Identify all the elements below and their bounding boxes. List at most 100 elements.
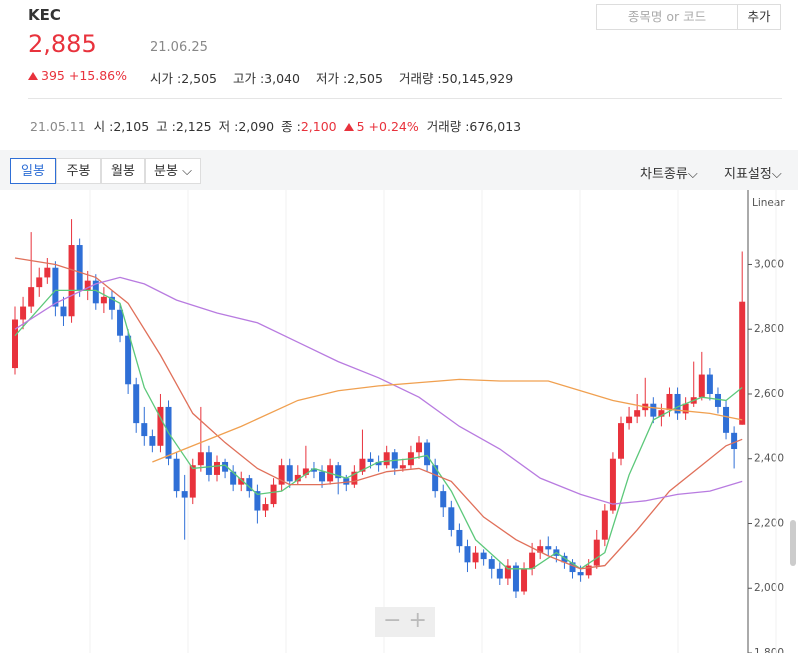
- volume-value: 676,013: [469, 119, 522, 134]
- hover-change: 5 +0.24%: [343, 119, 419, 134]
- moving-average: [152, 378, 743, 463]
- candle-body: [496, 568, 503, 579]
- candle-body: [472, 552, 479, 563]
- candle-body: [68, 245, 75, 317]
- change-pct: +15.86%: [68, 68, 127, 83]
- candle-body: [682, 403, 689, 414]
- candle-body: [36, 277, 43, 288]
- candle-body: [658, 410, 665, 417]
- stat-label: 종 :: [281, 119, 301, 134]
- candle-body: [189, 465, 196, 498]
- change-value: 5: [356, 119, 365, 134]
- candle-body: [173, 458, 180, 492]
- candle-body: [723, 406, 730, 433]
- candle-body: [739, 301, 746, 425]
- candle-body: [92, 280, 99, 304]
- candle-body: [731, 432, 738, 450]
- scrollbar[interactable]: [790, 520, 796, 566]
- stat-label: 저가 :: [315, 71, 348, 86]
- stats: 시가 :2,505 고가 :3,040 저가 :2,505 거래량 :50,145,9…: [150, 68, 529, 87]
- candle-body: [537, 546, 544, 553]
- stat: 시 :2,105: [94, 119, 149, 134]
- candle-body: [157, 406, 164, 446]
- stat-value: 50,145,929: [441, 71, 514, 86]
- candle-body: [577, 572, 584, 576]
- candle-body: [432, 465, 439, 492]
- candle-body: [456, 529, 463, 547]
- candle-body: [262, 504, 269, 511]
- divider: [28, 98, 782, 99]
- candle-body: [650, 403, 657, 417]
- candle-body: [100, 296, 107, 304]
- candle-body: [674, 393, 681, 414]
- tab[interactable]: 주봉: [56, 158, 101, 184]
- stat-label: 거래량 :: [398, 71, 442, 86]
- candle-body: [319, 471, 326, 482]
- candle-body: [222, 461, 229, 472]
- candle-body: [28, 287, 35, 307]
- candle-body: [504, 565, 511, 579]
- search-input[interactable]: 종목명 or 코드: [596, 4, 738, 30]
- menu[interactable]: 차트종류⌵: [640, 167, 698, 182]
- candle-body: [569, 562, 576, 573]
- candle-body: [52, 267, 59, 307]
- candle-body: [618, 423, 624, 459]
- candle-body: [351, 471, 358, 485]
- candle-body: [214, 461, 220, 475]
- arrow: [343, 123, 354, 131]
- candle-body: [181, 491, 188, 498]
- candle-body: [238, 478, 245, 485]
- candle-body: [383, 452, 390, 466]
- price: 2,885: [28, 30, 97, 58]
- candle-body: [593, 539, 600, 566]
- candle-body: [666, 393, 673, 411]
- candle-body: [480, 552, 487, 560]
- candle-body: [60, 306, 67, 317]
- candle-body: [448, 507, 455, 530]
- candle-body: [278, 465, 285, 485]
- stat-value: 2,125: [175, 119, 212, 134]
- zoom-buttons[interactable]: − +: [375, 607, 435, 637]
- y-tick-label: 1,800: [754, 647, 784, 653]
- candle-body: [117, 309, 124, 336]
- date: 21.06.25: [150, 40, 208, 55]
- stat: 저가 :2,505: [316, 71, 383, 86]
- menu[interactable]: 지표설정⌵: [724, 167, 782, 182]
- stat: 종 :2,100: [281, 119, 336, 134]
- stat-value: 3,040: [264, 71, 300, 86]
- candle-body: [230, 471, 237, 485]
- candle-body: [367, 458, 374, 462]
- candle-body: [706, 374, 713, 394]
- tab[interactable]: 분봉 ⌵: [145, 158, 201, 184]
- add-button[interactable]: 추가: [737, 4, 781, 30]
- candle-body: [246, 478, 253, 492]
- candle-body: [149, 436, 156, 446]
- candle-body: [76, 245, 83, 291]
- hover-info: 21.05.11 시 :2,105 고 :2,125 저 :2,090 종 :2,100…: [30, 116, 521, 135]
- stock-name: KEC: [28, 6, 61, 24]
- candle-body: [254, 491, 261, 511]
- candle-body: [84, 280, 91, 291]
- candle-body: [698, 374, 705, 398]
- candle-body: [141, 423, 148, 437]
- stat: 고가 :3,040: [233, 71, 300, 86]
- y-tick-label: 3,000: [754, 258, 784, 270]
- y-tick-label: 2,400: [754, 453, 784, 465]
- candle-body: [44, 267, 51, 278]
- candle-body: [424, 442, 431, 466]
- candle-body: [440, 491, 447, 508]
- candle-body: [302, 468, 309, 475]
- candle-body: [561, 555, 568, 563]
- candle-body: [585, 565, 592, 576]
- candle-body: [335, 465, 342, 479]
- y-tick-label: 2,600: [754, 388, 784, 400]
- tab[interactable]: 일봉: [10, 158, 56, 184]
- tab[interactable]: 월봉: [101, 158, 145, 184]
- moving-average: [14, 276, 743, 505]
- candle-body: [359, 458, 366, 472]
- candle-body: [609, 458, 616, 511]
- candle-body: [464, 546, 471, 563]
- stat-value: 2,105: [113, 119, 150, 134]
- stat-value: 2,505: [181, 71, 217, 86]
- change-pct: +0.24%: [368, 119, 419, 134]
